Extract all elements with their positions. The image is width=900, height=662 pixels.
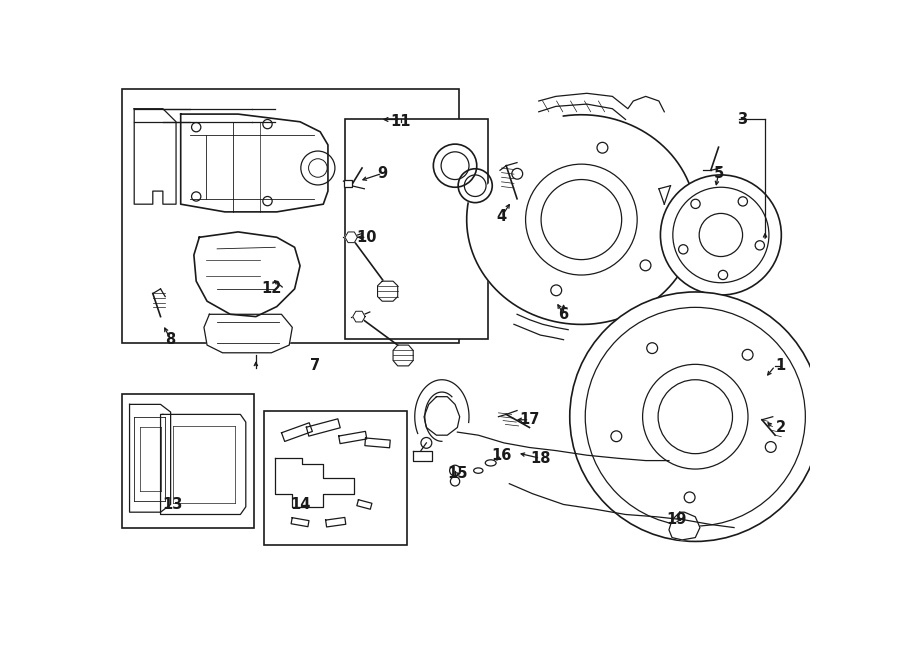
- Bar: [122, 394, 254, 528]
- Bar: [264, 410, 407, 545]
- Text: 7: 7: [310, 358, 320, 373]
- Polygon shape: [345, 232, 357, 243]
- Text: 2: 2: [776, 420, 786, 435]
- Polygon shape: [364, 438, 391, 448]
- Polygon shape: [424, 397, 460, 435]
- Polygon shape: [194, 232, 300, 316]
- Text: 16: 16: [491, 448, 512, 463]
- Circle shape: [661, 175, 781, 295]
- Text: 1: 1: [776, 358, 786, 373]
- Polygon shape: [134, 109, 176, 204]
- Polygon shape: [282, 423, 312, 442]
- Polygon shape: [353, 311, 365, 322]
- Polygon shape: [306, 419, 340, 436]
- Text: 11: 11: [391, 115, 411, 129]
- Polygon shape: [356, 500, 372, 509]
- Text: 17: 17: [519, 412, 540, 427]
- Text: 8: 8: [166, 332, 176, 347]
- Polygon shape: [338, 432, 367, 444]
- Text: 19: 19: [667, 512, 687, 528]
- Text: 9: 9: [377, 166, 387, 181]
- Polygon shape: [291, 518, 309, 527]
- Polygon shape: [130, 404, 171, 512]
- Polygon shape: [160, 414, 246, 514]
- Bar: [345, 119, 489, 339]
- Polygon shape: [669, 512, 700, 540]
- Text: 4: 4: [497, 209, 507, 224]
- Polygon shape: [467, 115, 696, 324]
- Text: 6: 6: [559, 307, 569, 322]
- Text: 12: 12: [261, 281, 282, 297]
- Polygon shape: [181, 114, 328, 212]
- Text: 5: 5: [714, 166, 724, 181]
- Polygon shape: [393, 345, 413, 366]
- Text: 14: 14: [290, 497, 310, 512]
- Polygon shape: [413, 451, 432, 461]
- Polygon shape: [378, 281, 398, 301]
- Polygon shape: [204, 314, 292, 353]
- Text: 3: 3: [737, 112, 747, 127]
- Polygon shape: [275, 458, 355, 507]
- Text: 13: 13: [163, 497, 183, 512]
- Bar: [344, 179, 352, 187]
- Text: 15: 15: [447, 466, 468, 481]
- Polygon shape: [326, 518, 346, 527]
- Text: 18: 18: [530, 451, 551, 466]
- Circle shape: [570, 292, 821, 542]
- Bar: [122, 89, 459, 343]
- Text: 10: 10: [356, 230, 377, 245]
